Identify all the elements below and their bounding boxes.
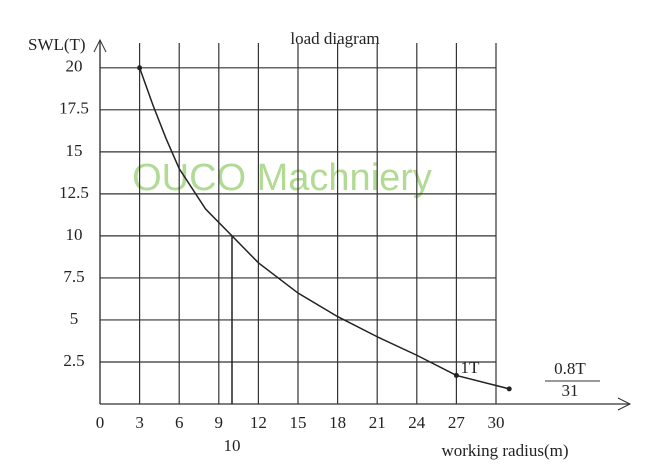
point: [137, 65, 143, 71]
chart-title: load diagram: [290, 29, 379, 48]
y-tick-label: 2.5: [63, 351, 84, 370]
load-curve: [138, 67, 510, 390]
y-tick-label: 12.5: [59, 183, 89, 202]
point: [453, 372, 459, 378]
annotation: 0.8T: [554, 359, 586, 378]
watermark: OUCO Machniery: [132, 157, 432, 199]
annotation: 31: [562, 381, 579, 400]
y-tick-label: 10: [66, 225, 83, 244]
x-tick-label: 27: [448, 413, 466, 432]
x-axis-arrow: [617, 397, 632, 411]
x-tick-label: 18: [329, 413, 346, 432]
x-tick-label: 0: [96, 413, 105, 432]
x-axis-label: working radius(m): [441, 441, 568, 460]
y-tick-label: 5: [70, 309, 79, 328]
y-tick-label: 17.5: [59, 99, 89, 118]
x-tick-label: 21: [369, 413, 386, 432]
y-tick-label: 7.5: [63, 267, 84, 286]
x-tick-label: 9: [215, 413, 224, 432]
y-tick-label: 20: [66, 57, 83, 76]
point: [506, 386, 512, 392]
x-tick-label: 3: [135, 413, 144, 432]
x-tick-label: 30: [488, 413, 505, 432]
y-tick-label: 15: [66, 141, 83, 160]
x-tick-label: 24: [408, 413, 426, 432]
x-tick-label: 6: [175, 413, 184, 432]
x-tick-label: 15: [290, 413, 307, 432]
y-axis-label: SWL(T): [28, 35, 86, 54]
reference-label: 10: [224, 436, 241, 455]
annotation: 1T: [461, 358, 481, 377]
x-tick-label: 12: [250, 413, 267, 432]
